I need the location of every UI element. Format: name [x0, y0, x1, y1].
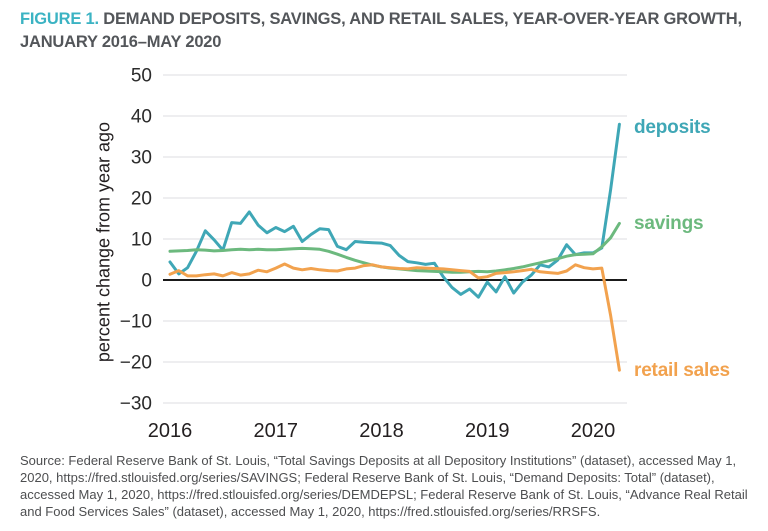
y-tick-label: 30 [131, 148, 152, 169]
source-note: Source: Federal Reserve Bank of St. Loui… [20, 453, 748, 519]
x-tick-label: 2017 [254, 420, 299, 442]
y-tick-label: 40 [131, 107, 152, 128]
series-label-deposits: deposits [634, 117, 711, 138]
series-line-retail-sales [168, 262, 621, 372]
y-tick-label: −20 [120, 353, 152, 374]
y-tick-label: 10 [131, 230, 152, 251]
x-tick-label: 2018 [359, 420, 404, 442]
x-tick-label: 2019 [465, 420, 510, 442]
x-tick-label: 2016 [148, 420, 193, 442]
y-axis-title: percent change from year ago [93, 121, 114, 363]
figure-number-label: FIGURE 1. [20, 10, 99, 28]
y-tick-label: 0 [141, 271, 152, 292]
x-tick-label: 2020 [571, 420, 616, 442]
figure-title: FIGURE 1. DEMAND DEPOSITS, SAVINGS, AND … [20, 8, 760, 54]
series-label-retail-sales: retail sales [634, 360, 730, 381]
y-tick-label: −30 [120, 394, 152, 415]
y-tick-label: 50 [131, 66, 152, 87]
y-tick-label: −10 [120, 312, 152, 333]
series-line-deposits [168, 122, 621, 299]
y-tick-label: 20 [131, 189, 152, 210]
figure-title-text: DEMAND DEPOSITS, SAVINGS, AND RETAIL SAL… [20, 10, 742, 52]
series-label-savings: savings [634, 213, 704, 234]
